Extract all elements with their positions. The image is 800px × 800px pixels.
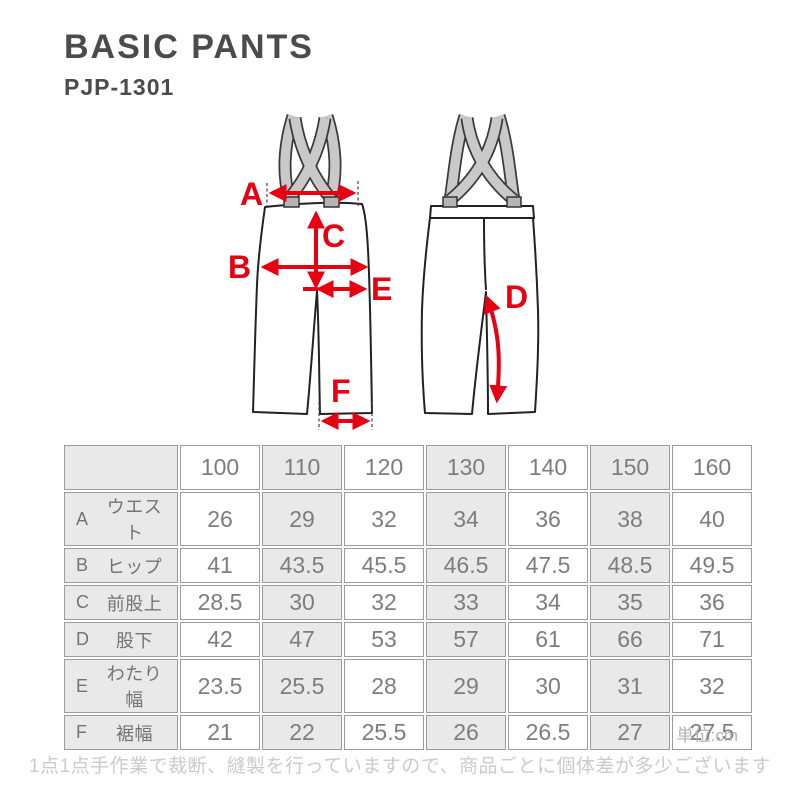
cell-D-130: 57: [426, 622, 506, 657]
row-label-C: C 前股上: [64, 585, 178, 620]
cell-D-150: 66: [590, 622, 670, 657]
label-B: B: [228, 249, 251, 285]
cell-A-100: 26: [180, 492, 260, 546]
label-D: D: [505, 279, 528, 315]
size-table-header-row: 100 110 120 130 140 150 160: [64, 445, 752, 490]
cell-B-150: 48.5: [590, 548, 670, 583]
cell-C-110: 30: [262, 585, 342, 620]
cell-F-110: 22: [262, 715, 342, 750]
cell-E-150: 31: [590, 659, 670, 713]
cell-B-110: 43.5: [262, 548, 342, 583]
strap-clip-icon: [283, 196, 300, 208]
back-waistband: [429, 205, 535, 219]
cell-D-160: 71: [672, 622, 752, 657]
measure-B: B: [228, 249, 369, 285]
row-label-D: D 股下: [64, 622, 178, 657]
row-label-A: A ウエスト: [64, 492, 178, 546]
cell-F-120: 25.5: [344, 715, 424, 750]
cell-D-120: 53: [344, 622, 424, 657]
cell-E-130: 29: [426, 659, 506, 713]
size-col-100: 100: [180, 445, 260, 490]
cell-C-140: 34: [508, 585, 588, 620]
cell-F-100: 21: [180, 715, 260, 750]
size-col-130: 130: [426, 445, 506, 490]
handmade-disclaimer: 1点1点手作業で裁断、縫製を行っていますので、商品ごとに個体差が多少ございます: [29, 756, 771, 777]
label-E: E: [371, 271, 392, 307]
label-F: F: [331, 373, 351, 409]
size-row-A: A ウエスト 26 29 32 34 36 38 40: [64, 492, 752, 546]
size-table: 100 110 120 130 140 150 160 A ウエスト 26 29 32 34 36 38 4…: [62, 443, 754, 752]
cell-B-160: 49.5: [672, 548, 752, 583]
cell-B-130: 46.5: [426, 548, 506, 583]
cell-A-130: 34: [426, 492, 506, 546]
pants-back-view: D: [420, 114, 540, 415]
cell-C-150: 35: [590, 585, 670, 620]
cell-E-120: 28: [344, 659, 424, 713]
cell-D-140: 61: [508, 622, 588, 657]
unit-note: 単位:cm: [676, 726, 738, 745]
cell-D-100: 42: [180, 622, 260, 657]
measure-A: A: [240, 176, 359, 212]
size-table-corner-cell: [64, 445, 178, 490]
cell-C-120: 32: [344, 585, 424, 620]
cell-B-120: 45.5: [344, 548, 424, 583]
cell-A-160: 40: [672, 492, 752, 546]
label-C: C: [322, 218, 345, 254]
pants-front-view: A C B E F: [228, 114, 392, 430]
cell-A-120: 32: [344, 492, 424, 546]
cell-E-160: 32: [672, 659, 752, 713]
row-label-B: B ヒップ: [64, 548, 178, 583]
cell-E-110: 25.5: [262, 659, 342, 713]
size-col-120: 120: [344, 445, 424, 490]
cell-A-140: 36: [508, 492, 588, 546]
cell-C-160: 36: [672, 585, 752, 620]
measure-F: F: [318, 373, 373, 430]
cell-B-140: 47.5: [508, 548, 588, 583]
cell-A-150: 38: [590, 492, 670, 546]
label-A: A: [240, 176, 263, 212]
strap-clip-icon: [506, 196, 522, 208]
measure-D: D: [483, 279, 528, 404]
cell-E-100: 23.5: [180, 659, 260, 713]
page-title: BASIC PANTS: [64, 28, 314, 66]
cell-F-160: 27.5: [672, 715, 752, 750]
size-row-C: C 前股上 28.5 30 32 33 34 35 36: [64, 585, 752, 620]
size-row-F: F 裾幅 21 22 25.5 26 26.5 27 27.5: [64, 715, 752, 750]
pants-measurement-diagram: A C B E F: [228, 114, 540, 430]
back-center-seam: [483, 217, 487, 291]
model-number: PJP-1301: [64, 74, 175, 100]
cell-A-110: 29: [262, 492, 342, 546]
measure-E: E: [303, 271, 392, 307]
size-col-160: 160: [672, 445, 752, 490]
cell-C-100: 28.5: [180, 585, 260, 620]
row-label-E: E わたり幅: [64, 659, 178, 713]
row-label-F: F 裾幅: [64, 715, 178, 750]
back-pants-outline: [420, 217, 540, 415]
size-row-D: D 股下 42 47 53 57 61 66 71: [64, 622, 752, 657]
suspenders-front-icon: [278, 114, 342, 205]
front-pants-outline: [252, 201, 373, 415]
cell-F-130: 26: [426, 715, 506, 750]
size-col-110: 110: [262, 445, 342, 490]
suspenders-back-icon: [443, 114, 521, 206]
cell-F-140: 26.5: [508, 715, 588, 750]
size-col-150: 150: [590, 445, 670, 490]
size-row-B: B ヒップ 41 43.5 45.5 46.5 47.5 48.5 49.5: [64, 548, 752, 583]
size-col-140: 140: [508, 445, 588, 490]
cell-E-140: 30: [508, 659, 588, 713]
cell-F-150: 27: [590, 715, 670, 750]
strap-clip-icon: [323, 196, 340, 208]
cell-C-130: 33: [426, 585, 506, 620]
strap-clip-icon: [442, 196, 458, 208]
cell-D-110: 47: [262, 622, 342, 657]
size-row-E: E わたり幅 23.5 25.5 28 29 30 31 32: [64, 659, 752, 713]
cell-B-100: 41: [180, 548, 260, 583]
